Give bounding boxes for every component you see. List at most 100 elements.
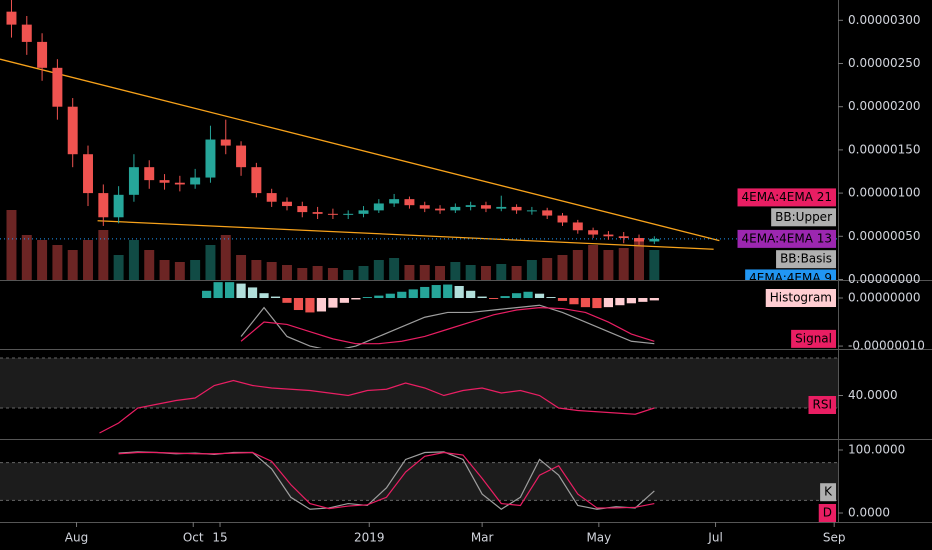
histogram-bar [626, 298, 636, 304]
volume-bar [404, 265, 415, 280]
tag-label: Histogram [770, 291, 832, 305]
tag: D [818, 503, 836, 522]
candle-body [327, 213, 338, 215]
line [240, 304, 655, 348]
candle-body [634, 238, 644, 242]
histogram-bar [649, 298, 659, 301]
histogram-bar [213, 282, 223, 299]
volume-bar [282, 265, 292, 280]
volume-bar [634, 240, 644, 280]
volume-bar [159, 260, 170, 280]
candle-body [603, 234, 614, 237]
candle-body [251, 167, 262, 194]
band [0, 462, 838, 501]
tag: Signal [791, 329, 836, 348]
tag-label: 4EMA:4EMA 21 [742, 190, 832, 204]
histogram-bar [328, 298, 338, 308]
candle-body [297, 206, 308, 213]
volume-bar [113, 255, 124, 280]
histogram-bar [454, 285, 464, 299]
histogram-bar [615, 298, 625, 306]
candle-body [205, 139, 216, 178]
x-tick-label: Mar [471, 531, 494, 545]
x-tick-label: Aug [65, 531, 88, 545]
candle-body [389, 199, 400, 204]
tag-box [771, 208, 836, 227]
tag-label: BB:Basis [780, 252, 832, 266]
trendline [0, 58, 720, 242]
histogram-bar [557, 298, 568, 301]
x-tick-label: 2019 [354, 531, 385, 545]
pane: Histogram Signal [202, 282, 836, 348]
line [240, 307, 655, 345]
candle-body [113, 194, 124, 218]
volume-bar [649, 250, 660, 280]
candle-body [373, 203, 384, 211]
histogram-bar [603, 298, 614, 308]
histogram-bar [316, 298, 327, 312]
volume-bar [98, 230, 109, 280]
candle-body [128, 167, 139, 195]
tag: 4EMA:4EMA 9 [745, 269, 836, 285]
volume-bar [496, 264, 507, 280]
histogram-bar [546, 297, 556, 299]
histogram-bar [534, 293, 545, 299]
histogram-bar [351, 298, 361, 300]
candle-body [557, 215, 568, 223]
volume-bar [618, 248, 629, 280]
histogram-bar [466, 290, 476, 299]
histogram-bar [236, 283, 246, 299]
candle-body [21, 24, 32, 42]
y-tick-label: 0.00000150 [848, 142, 921, 156]
volume-bar [373, 260, 384, 280]
tag: BB:Upper [771, 208, 836, 227]
histogram-bar [431, 285, 441, 299]
tag-box [737, 229, 836, 248]
volume-bar [205, 245, 216, 280]
histogram-bar [489, 298, 499, 299]
candle-body [496, 206, 507, 209]
histogram-bar [202, 290, 212, 299]
tag-label: D [823, 505, 832, 519]
x-tick-label: 15 [212, 531, 227, 545]
volume-bar [603, 250, 614, 280]
volume-bar [83, 240, 93, 280]
candle-body [542, 210, 553, 216]
volume-bar [236, 255, 247, 280]
volume-bar [220, 235, 231, 280]
candle-body [282, 201, 292, 207]
candle-body [404, 199, 415, 206]
tag-label: 4EMA:4EMA 9 [749, 271, 832, 285]
histogram-bar [385, 293, 395, 299]
y-tick-label: 100.0000 [848, 443, 905, 457]
tag-box [818, 503, 836, 522]
tag: RSI [808, 396, 836, 414]
candle-body [618, 236, 629, 239]
y-tick-label: 0.00000100 [848, 186, 921, 200]
volume-bar [343, 270, 354, 280]
line [118, 451, 655, 510]
volume-bar [526, 260, 537, 280]
y-tick-label: 0.00000300 [848, 13, 921, 27]
volume-bar [358, 266, 369, 280]
volume-bar [435, 266, 446, 280]
volume-bar [37, 240, 48, 280]
candle-body [480, 205, 491, 209]
volume-bar [389, 258, 400, 280]
candle-body [343, 213, 354, 215]
candle-body [435, 208, 446, 211]
volume-bar [511, 266, 522, 280]
histogram-bar [592, 298, 602, 309]
tag-box [745, 269, 836, 280]
volume-bar [450, 262, 461, 280]
candle-body [572, 222, 583, 231]
y-tick-label: -0.00000010 [848, 339, 925, 353]
candle-body [358, 210, 369, 214]
histogram-bar [580, 298, 591, 308]
histogram-bar [282, 298, 292, 303]
histogram-bar [443, 284, 453, 299]
x-tick-label: Jul [707, 531, 722, 545]
x-tick-label: Oct [183, 531, 204, 545]
volume-bar [542, 258, 553, 280]
